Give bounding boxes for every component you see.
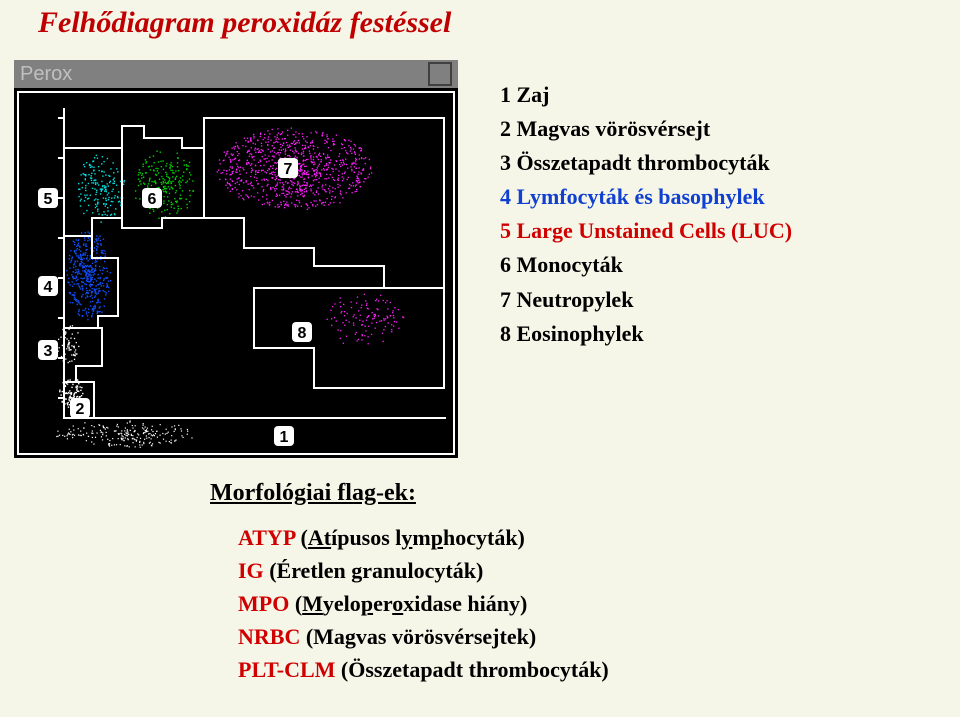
morphology-item: NRBC (Magvas vörösvérsejtek) xyxy=(238,620,609,653)
svg-text:8: 8 xyxy=(298,325,307,342)
svg-text:1: 1 xyxy=(280,429,289,446)
diagram-header-box-icon xyxy=(428,62,452,86)
morphology-item: MPO (Myeloperoxidase hiány) xyxy=(238,587,609,620)
svg-text:6: 6 xyxy=(148,191,157,208)
slide-title: Felhődiagram peroxidáz festéssel xyxy=(38,6,451,40)
morphology-title: Morfológiai flag-ek: xyxy=(210,480,609,507)
svg-text:3: 3 xyxy=(44,343,53,360)
svg-text:7: 7 xyxy=(284,161,293,178)
diagram-header-label: Perox xyxy=(20,63,72,86)
legend-item: 7 Neutropylek xyxy=(500,283,792,317)
morphology-item: PLT-CLM (Összetapadt thrombocyták) xyxy=(238,653,609,686)
legend-item: 3 Összetapadt thrombocyták xyxy=(500,146,792,180)
svg-text:2: 2 xyxy=(76,401,85,418)
diagram-header: Perox xyxy=(14,60,458,88)
morphology-item: IG (Éretlen granulocyták) xyxy=(238,554,609,587)
morphology-items: ATYP (Atípusos lymphocyták)IG (Éretlen g… xyxy=(210,521,609,686)
scatter-plot: 1 2 3 4 5 6 7 8 xyxy=(14,88,458,458)
legend-item: 4 Lymfocyták és basophylek xyxy=(500,180,792,214)
legend-item: 2 Magvas vörösvérsejt xyxy=(500,112,792,146)
svg-text:5: 5 xyxy=(44,191,53,208)
legend-list: 1 Zaj2 Magvas vörösvérsejt3 Összetapadt … xyxy=(500,78,792,351)
legend-item: 8 Eosinophylek xyxy=(500,317,792,351)
morphology-block: Morfológiai flag-ek: ATYP (Atípusos lymp… xyxy=(210,480,609,686)
morphology-item: ATYP (Atípusos lymphocyták) xyxy=(238,521,609,554)
svg-text:4: 4 xyxy=(44,279,53,296)
legend-item: 5 Large Unstained Cells (LUC) xyxy=(500,214,792,248)
legend-item: 1 Zaj xyxy=(500,78,792,112)
diagram-panel: Perox 1 2 3 4 5 6 7 8 xyxy=(14,60,458,458)
legend-item: 6 Monocyták xyxy=(500,248,792,282)
